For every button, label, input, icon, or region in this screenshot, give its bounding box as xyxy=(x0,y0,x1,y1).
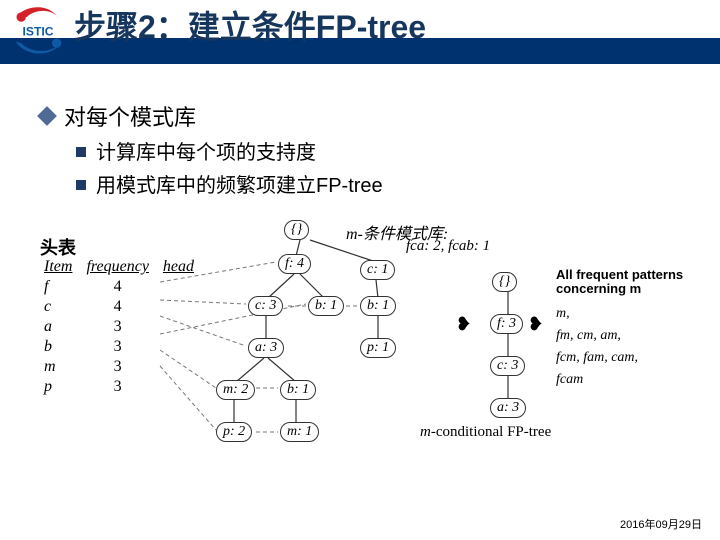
tree1-node-m2: m: 2 xyxy=(216,380,255,400)
right-list-item: m, xyxy=(556,306,570,322)
square-bullet-icon xyxy=(76,180,86,190)
tree2-node-a3: a: 3 xyxy=(490,398,526,418)
bullet-main-text: 对每个模式库 xyxy=(64,105,196,130)
tree2-node-c3: c: 3 xyxy=(490,356,525,376)
checkmark-icon-2: ❥ xyxy=(528,314,543,335)
checkmark-icon: ❥ xyxy=(456,314,471,335)
tree2-caption: m-conditional FP-tree xyxy=(420,424,551,441)
diamond-bullet-icon xyxy=(37,106,57,126)
right-list-item: fm, cm, am, xyxy=(556,328,621,344)
sub-bullet-1-text: 计算库中每个项的支持度 xyxy=(96,142,316,164)
tree1-node-b1b: b: 1 xyxy=(308,296,344,316)
slide-title: 步骤2：建立条件FP-tree xyxy=(74,2,426,48)
logo-icon: ISTIC xyxy=(10,4,66,60)
bullet-area: 对每个模式库 计算库中每个项的支持度 用模式库中的频繁项建立FP-tree xyxy=(40,100,700,198)
bullet-main: 对每个模式库 xyxy=(40,100,700,132)
tree1-node-b1a: b: 1 xyxy=(280,380,316,400)
right-list-item: fcam xyxy=(556,372,583,388)
tree1-node-p1: p: 1 xyxy=(360,338,396,358)
tree2-root-node: {} xyxy=(492,272,517,292)
square-bullet-icon xyxy=(76,147,86,157)
tree1-node-c1: c: 1 xyxy=(360,260,395,280)
tree1-node-b1c: b: 1 xyxy=(360,296,396,316)
sub-bullet-2: 用模式库中的频繁项建立FP-tree xyxy=(76,169,700,198)
tree1-node-p2: p: 2 xyxy=(216,422,252,442)
sub-bullet-2-text: 用模式库中的频繁项建立FP-tree xyxy=(96,175,383,197)
diagram-area: 头表 Item frequency head f4c4a3b3m3p3 {} f… xyxy=(0,220,720,510)
right-list-item: fcm, fam, cam, xyxy=(556,350,638,366)
tree2-node-f3: f: 3 xyxy=(490,314,523,334)
tree1-node-a3: a: 3 xyxy=(248,338,284,358)
footer-date: 2016年09月29日 xyxy=(620,516,702,532)
tree1-node-m1: m: 1 xyxy=(280,422,319,442)
sub-bullet-1: 计算库中每个项的支持度 xyxy=(76,136,700,165)
logo-text: ISTIC xyxy=(23,25,54,39)
side-label-2: fca: 2, fcab: 1 xyxy=(406,238,490,255)
tree1-node-f4: f: 4 xyxy=(278,254,311,274)
slide-header: ISTIC 步骤2：建立条件FP-tree xyxy=(0,0,720,64)
right-list-title: All frequent patterns concerning m xyxy=(556,268,706,297)
tree1-root-node: {} xyxy=(284,220,309,240)
tree1-node-c3: c: 3 xyxy=(248,296,283,316)
